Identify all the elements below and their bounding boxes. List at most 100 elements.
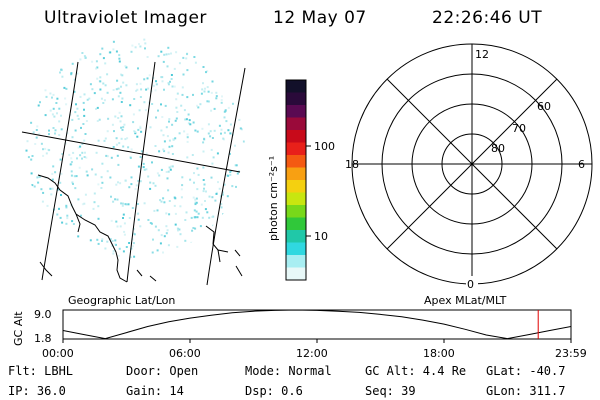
emission-pixel <box>168 139 171 142</box>
emission-pixel <box>202 82 204 85</box>
emission-pixel <box>51 113 54 116</box>
gc-alt-info: GC Alt: 4.4 Re <box>365 364 467 378</box>
emission-pixel <box>99 88 102 91</box>
emission-pixel <box>139 82 142 85</box>
emission-pixel <box>151 103 154 105</box>
emission-pixel <box>145 168 148 171</box>
emission-pixel <box>168 145 171 148</box>
emission-pixel <box>65 87 68 90</box>
emission-pixel <box>171 85 174 88</box>
emission-pixel <box>37 181 40 184</box>
emission-pixel <box>91 88 94 91</box>
emission-pixel <box>215 192 218 195</box>
emission-pixel <box>132 242 135 245</box>
emission-pixel <box>211 162 214 165</box>
emission-pixel <box>140 88 143 91</box>
emission-pixel <box>206 211 209 214</box>
emission-pixel <box>194 203 197 206</box>
emission-pixel <box>151 161 153 164</box>
emission-pixel <box>155 83 158 86</box>
emission-pixel <box>82 101 85 104</box>
emission-pixel <box>150 222 153 225</box>
emission-pixel <box>104 137 107 140</box>
emission-pixel <box>173 204 176 207</box>
emission-pixel <box>229 173 232 176</box>
seq-info: Seq: 39 <box>365 384 416 398</box>
emission-pixel <box>65 204 68 207</box>
emission-pixel <box>122 81 125 84</box>
emission-pixel <box>135 89 138 92</box>
emission-pixel <box>171 165 174 168</box>
emission-pixel <box>178 132 181 135</box>
emission-pixel <box>181 176 184 179</box>
emission-pixel <box>124 138 127 141</box>
emission-pixel <box>39 101 41 104</box>
colorbar-band <box>286 192 306 206</box>
emission-pixel <box>83 93 86 96</box>
emission-pixel <box>31 155 34 157</box>
emission-pixel <box>96 106 99 109</box>
emission-pixel <box>194 201 197 204</box>
emission-pixel <box>169 80 171 83</box>
emission-pixel <box>49 187 52 190</box>
emission-pixel <box>124 65 127 68</box>
timeline-ytick-label: 9.0 <box>34 308 52 321</box>
emission-pixel <box>162 134 165 137</box>
emission-pixel <box>160 76 162 79</box>
emission-pixel <box>122 250 125 253</box>
emission-pixel <box>176 92 179 95</box>
emission-pixel <box>102 102 105 104</box>
emission-pixel <box>121 204 124 207</box>
emission-pixel <box>120 101 123 103</box>
emission-pixel <box>112 250 115 253</box>
emission-pixel <box>30 158 33 161</box>
emission-pixel <box>117 163 120 166</box>
emission-pixel <box>68 153 71 156</box>
colorbar-band <box>286 105 306 118</box>
emission-pixel <box>132 121 135 124</box>
emission-pixel <box>209 135 212 138</box>
emission-pixel <box>174 223 177 226</box>
glat-info: GLat: -40.7 <box>486 364 566 378</box>
emission-pixel <box>51 172 54 175</box>
emission-pixel <box>206 100 209 103</box>
emission-pixel <box>65 206 68 209</box>
emission-pixel <box>131 207 134 209</box>
emission-pixel <box>192 93 194 96</box>
colorbar-band <box>286 255 306 268</box>
emission-pixel <box>187 113 190 116</box>
emission-pixel <box>160 200 163 203</box>
emission-pixel <box>121 128 124 131</box>
emission-pixel <box>218 124 221 127</box>
emission-pixel <box>112 40 115 43</box>
emission-pixel <box>52 127 55 129</box>
emission-pixel <box>139 225 142 228</box>
coastline <box>37 174 243 283</box>
emission-pixel <box>116 154 119 157</box>
emission-pixel <box>72 223 75 225</box>
emission-pixel <box>56 112 58 115</box>
emission-pixel <box>235 185 237 188</box>
colorbar-band <box>286 205 306 218</box>
emission-pixel <box>207 90 210 93</box>
emission-pixel <box>211 137 214 139</box>
emission-pixel <box>120 126 123 129</box>
emission-pixel <box>153 209 156 212</box>
emission-pixel <box>133 255 136 258</box>
emission-pixel <box>186 53 188 56</box>
emission-pixel <box>156 209 159 212</box>
emission-pixel <box>168 200 171 202</box>
emission-pixel <box>119 182 122 185</box>
emission-pixel <box>160 234 163 237</box>
emission-pixel <box>97 205 100 208</box>
instrument-title: Ultraviolet Imager <box>44 8 207 28</box>
colorbar-band <box>286 230 306 243</box>
emission-pixel <box>117 181 119 184</box>
emission-pixel <box>99 53 102 56</box>
emission-pixel <box>235 164 238 167</box>
emission-pixel <box>222 213 225 216</box>
emission-pixel <box>221 95 223 98</box>
emission-pixel <box>95 67 98 70</box>
emission-pixel <box>79 154 82 157</box>
emission-pixel <box>165 171 168 173</box>
